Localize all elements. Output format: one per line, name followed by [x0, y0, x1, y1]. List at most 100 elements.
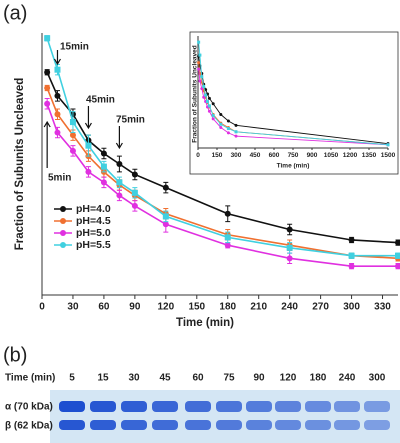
marker — [211, 114, 215, 118]
marker — [219, 122, 223, 126]
gel-band — [152, 401, 178, 412]
series-line — [46, 87, 399, 260]
marker — [44, 35, 51, 42]
marker — [69, 147, 76, 154]
gel-band — [246, 420, 272, 430]
gel-band — [59, 401, 85, 412]
gel-band — [275, 420, 301, 430]
x-axis-label: Time (min) — [277, 162, 310, 169]
panel-label: (b) — [3, 344, 27, 366]
legend-label: pH=4.5 — [76, 215, 111, 227]
marker — [162, 213, 169, 220]
x-tick-label: 1500 — [381, 152, 396, 159]
x-tick-label: 1350 — [362, 152, 377, 159]
marker — [44, 85, 51, 92]
marker — [54, 66, 61, 73]
marker — [197, 67, 201, 71]
marker — [224, 242, 231, 249]
marker — [207, 104, 211, 108]
marker — [234, 134, 238, 138]
marker — [116, 179, 123, 186]
series-line — [46, 103, 398, 267]
legend-label: pH=4.0 — [76, 203, 111, 215]
inset-frame — [189, 31, 399, 175]
marker — [226, 127, 230, 131]
marker — [54, 111, 61, 118]
gel-band — [121, 401, 147, 412]
gel-band — [364, 401, 390, 412]
lane-label: 15 — [97, 373, 109, 384]
lane-label: 30 — [128, 373, 140, 384]
x-tick-label: 0 — [39, 302, 45, 313]
marker — [395, 252, 400, 259]
marker — [162, 221, 169, 228]
x-tick-label: 1200 — [343, 152, 358, 159]
gel-band — [185, 401, 211, 412]
series-line — [46, 37, 398, 257]
gel-band — [185, 420, 211, 430]
lane-label: 45 — [159, 373, 171, 384]
gel-band — [216, 401, 242, 412]
marker — [224, 234, 231, 241]
marker — [204, 93, 208, 97]
y-axis-label: Fraction of Subunits Uncleaved — [14, 78, 26, 251]
marker — [100, 150, 107, 157]
marker — [100, 163, 107, 170]
marker — [202, 84, 206, 88]
marker — [286, 255, 293, 262]
gel-band — [246, 401, 272, 412]
marker — [85, 168, 92, 175]
x-tick-label: 300 — [231, 152, 242, 159]
marker — [226, 131, 230, 135]
marker — [116, 161, 123, 167]
row-label: α (70 kDa) — [5, 402, 53, 413]
lane-label: 90 — [253, 373, 265, 384]
x-tick-label: 180 — [219, 302, 236, 313]
marker — [211, 117, 215, 121]
marker — [198, 79, 202, 83]
gel-band — [152, 420, 178, 430]
annotation-arrow — [84, 106, 92, 130]
marker — [44, 100, 51, 107]
gel-band — [305, 420, 331, 430]
marker — [131, 171, 138, 178]
legend-label: pH=5.0 — [76, 227, 111, 239]
marker — [348, 252, 355, 259]
annotation-arrow — [43, 120, 51, 168]
lane-label: 240 — [339, 373, 356, 384]
gel-header: Time (min) — [5, 373, 55, 384]
gel-band — [90, 401, 116, 412]
x-tick-label: 450 — [250, 152, 261, 159]
x-tick-label: 60 — [98, 302, 110, 313]
legend-label: pH=5.5 — [76, 239, 111, 251]
marker — [207, 96, 211, 100]
lane-label: 120 — [280, 373, 297, 384]
marker — [234, 123, 238, 127]
x-tick-label: 30 — [67, 302, 79, 313]
marker — [286, 226, 293, 233]
marker — [206, 100, 209, 104]
annotation: 45min — [86, 95, 115, 106]
lane-label: 300 — [369, 373, 386, 384]
gel-band — [364, 420, 390, 430]
marker — [386, 143, 390, 147]
marker — [234, 130, 238, 134]
marker — [211, 102, 215, 106]
gel-band — [275, 401, 301, 412]
marker — [116, 192, 123, 199]
gel-band — [305, 401, 331, 412]
x-tick-label: 120 — [157, 302, 174, 313]
lane-label: 5 — [69, 373, 75, 384]
marker — [131, 189, 138, 196]
gel-background — [50, 390, 400, 443]
marker — [395, 239, 400, 246]
marker — [224, 210, 231, 217]
annotation: 5min — [48, 173, 71, 184]
annotation-arrow — [115, 126, 123, 150]
annotation: 75min — [116, 115, 145, 126]
marker — [69, 132, 76, 139]
legend-marker — [60, 218, 66, 224]
annotation: 15min — [60, 42, 89, 53]
marker — [198, 53, 202, 57]
